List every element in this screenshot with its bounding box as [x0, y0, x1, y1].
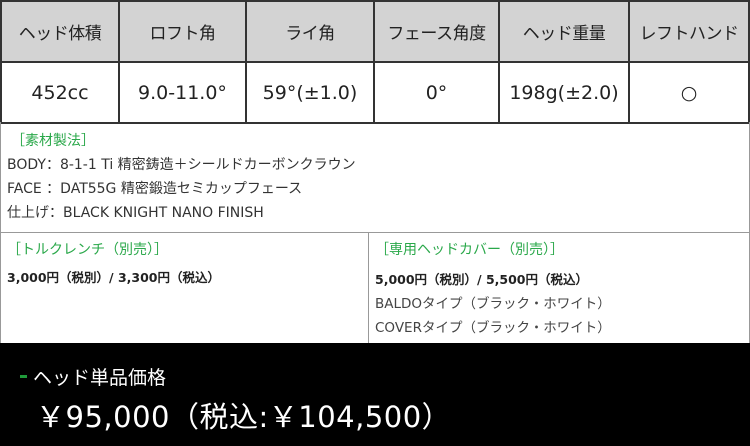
value-face-angle: 0°: [373, 61, 500, 124]
torque-wrench-price: 3,000円（税別）/ 3,300円（税込）: [7, 270, 220, 285]
header-loft: ロフト角: [118, 0, 247, 63]
header-lie: ライ角: [245, 0, 375, 63]
value-lie: 59°(±1.0): [245, 61, 375, 124]
price-banner: ヘッド単品価格 ￥95,000（税込:￥104,500）: [0, 343, 750, 446]
header-head-volume: ヘッド体積: [0, 0, 120, 63]
torque-wrench-title: ［トルクレンチ（別売）］: [7, 242, 168, 258]
materials-face: FACE ：DAT55G 精密鍛造セミカップフェース: [7, 181, 303, 197]
header-face-angle: フェース角度: [373, 0, 500, 63]
materials-body: BODY：8-1-1 Ti 精密鋳造＋シールドカーボンクラウン: [7, 157, 356, 173]
head-cover-type-cover: COVERタイプ（ブラック・ホワイト）: [375, 320, 611, 336]
torque-wrench-section: ［トルクレンチ（別売）］ 3,000円（税別）/ 3,300円（税込）: [0, 232, 369, 344]
value-loft: 9.0-11.0°: [118, 61, 247, 124]
header-left-hand: レフトハンド: [628, 0, 750, 63]
header-head-weight: ヘッド重量: [498, 0, 630, 63]
spec-table: ヘッド体積 ロフト角 ライ角 フェース角度 ヘッド重量 レフトハンド 452cc…: [0, 0, 750, 124]
materials-finish: 仕上げ：BLACK KNIGHT NANO FINISH: [7, 205, 264, 221]
dash-icon: [20, 375, 27, 378]
materials-section: ［素材製法］ BODY：8-1-1 Ti 精密鋳造＋シールドカーボンクラウン F…: [0, 122, 750, 233]
value-head-volume: 452cc: [0, 61, 120, 124]
head-cover-title: ［専用ヘッドカバー（別売）］: [375, 242, 564, 258]
value-left-hand: ○: [628, 61, 750, 124]
head-cover-price: 5,000円（税別）/ 5,500円（税込）: [375, 272, 588, 287]
price-value: ￥95,000（税込:￥104,500）: [36, 400, 452, 434]
head-cover-type-baldo: BALDOタイプ（ブラック・ホワイト）: [375, 296, 611, 312]
price-label: ヘッド単品価格: [33, 367, 167, 389]
head-cover-section: ［専用ヘッドカバー（別売）］ 5,000円（税別）/ 5,500円（税込） BA…: [368, 232, 750, 344]
materials-title: ［素材製法］: [11, 133, 95, 149]
value-head-weight: 198g(±2.0): [498, 61, 630, 124]
